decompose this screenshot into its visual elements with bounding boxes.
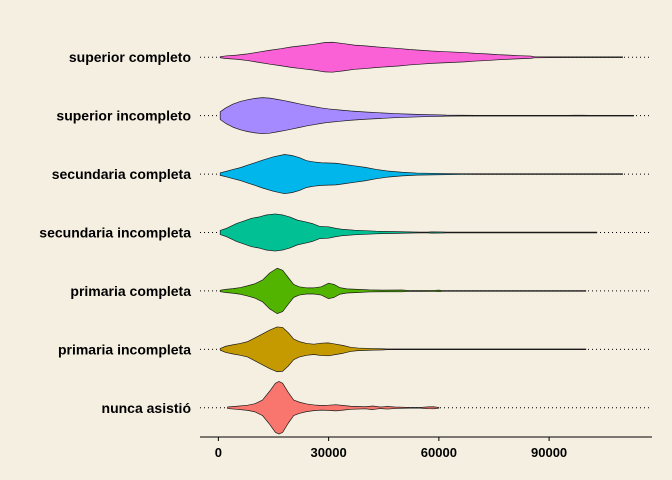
category-label-primaria-incompleta: primaria incompleta <box>58 341 191 357</box>
category-label-primaria-completa: primaria completa <box>70 283 191 299</box>
category-label-nunca-asistio: nunca asistió <box>102 400 191 416</box>
violin-secundaria-completa <box>219 154 623 195</box>
category-labels: nunca asistió primaria incompleta primaria… <box>39 49 191 416</box>
category-label-secundaria-incompleta: secundaria incompleta <box>39 225 191 241</box>
x-axis: 0 30000 60000 90000 <box>200 436 652 460</box>
violins <box>219 41 634 435</box>
violin-primaria-incompleta <box>219 326 587 373</box>
violin-superior-incompleto <box>219 97 634 135</box>
violin-nunca-asistio <box>227 381 440 435</box>
x-tick-label-90000: 90000 <box>531 445 567 460</box>
violin-superior-completo <box>219 41 623 73</box>
x-tick-label-0: 0 <box>215 445 222 460</box>
violin-secundaria-incompleta <box>219 213 598 252</box>
category-label-superior-completo: superior completo <box>69 49 191 65</box>
category-label-secundaria-completa: secundaria completa <box>52 166 191 182</box>
x-tick-label-30000: 30000 <box>311 445 347 460</box>
violin-primaria-completa <box>219 267 587 314</box>
category-label-superior-incompleto: superior incompleto <box>56 108 191 124</box>
x-tick-label-60000: 60000 <box>421 445 457 460</box>
